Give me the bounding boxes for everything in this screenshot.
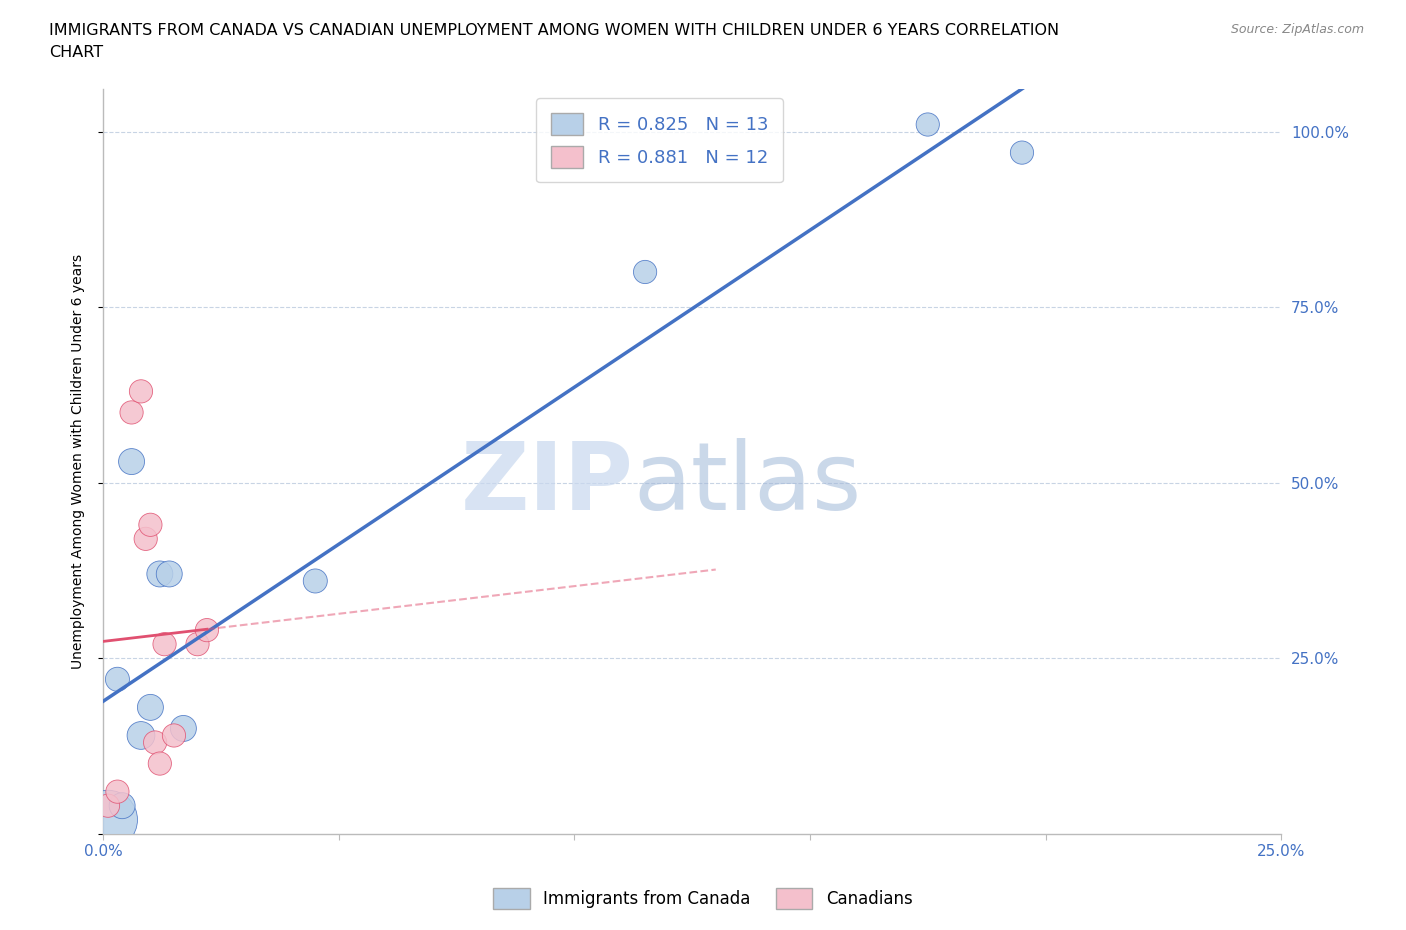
Point xyxy=(304,574,326,589)
Point xyxy=(1011,145,1033,160)
Point xyxy=(186,637,208,652)
Point xyxy=(107,671,129,686)
Point xyxy=(172,721,194,736)
Point xyxy=(135,531,157,546)
Point xyxy=(97,798,120,813)
Legend: R = 0.825   N = 13, R = 0.881   N = 12: R = 0.825 N = 13, R = 0.881 N = 12 xyxy=(536,99,783,182)
Point xyxy=(634,264,657,279)
Point xyxy=(157,566,180,581)
Point xyxy=(139,517,162,532)
Legend: Immigrants from Canada, Canadians: Immigrants from Canada, Canadians xyxy=(485,880,921,917)
Point xyxy=(111,798,134,813)
Point xyxy=(121,454,143,469)
Point xyxy=(149,566,172,581)
Point xyxy=(917,117,939,132)
Point xyxy=(139,700,162,715)
Point xyxy=(121,405,143,419)
Point xyxy=(129,728,152,743)
Point xyxy=(163,728,186,743)
Point xyxy=(153,637,176,652)
Point xyxy=(195,623,218,638)
Point xyxy=(149,756,172,771)
Text: CHART: CHART xyxy=(49,45,103,60)
Text: IMMIGRANTS FROM CANADA VS CANADIAN UNEMPLOYMENT AMONG WOMEN WITH CHILDREN UNDER : IMMIGRANTS FROM CANADA VS CANADIAN UNEMP… xyxy=(49,23,1059,38)
Text: ZIP: ZIP xyxy=(460,438,633,530)
Text: Source: ZipAtlas.com: Source: ZipAtlas.com xyxy=(1230,23,1364,36)
Point xyxy=(97,812,120,827)
Y-axis label: Unemployment Among Women with Children Under 6 years: Unemployment Among Women with Children U… xyxy=(72,254,86,670)
Point xyxy=(143,735,166,750)
Point xyxy=(107,784,129,799)
Point xyxy=(129,384,152,399)
Text: atlas: atlas xyxy=(633,438,862,530)
